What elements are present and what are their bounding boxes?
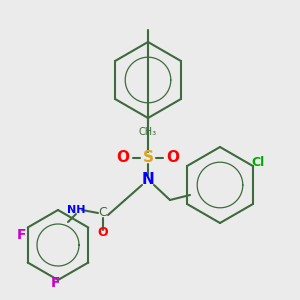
Text: O: O (98, 226, 108, 239)
Text: N: N (142, 172, 154, 188)
Text: C: C (99, 206, 107, 220)
Text: F: F (50, 276, 60, 290)
Text: CH₃: CH₃ (139, 127, 157, 137)
Text: F: F (17, 228, 27, 242)
Text: O: O (167, 151, 179, 166)
Text: NH: NH (67, 205, 85, 215)
Text: S: S (142, 151, 154, 166)
Text: O: O (116, 151, 130, 166)
Text: Cl: Cl (251, 155, 265, 169)
